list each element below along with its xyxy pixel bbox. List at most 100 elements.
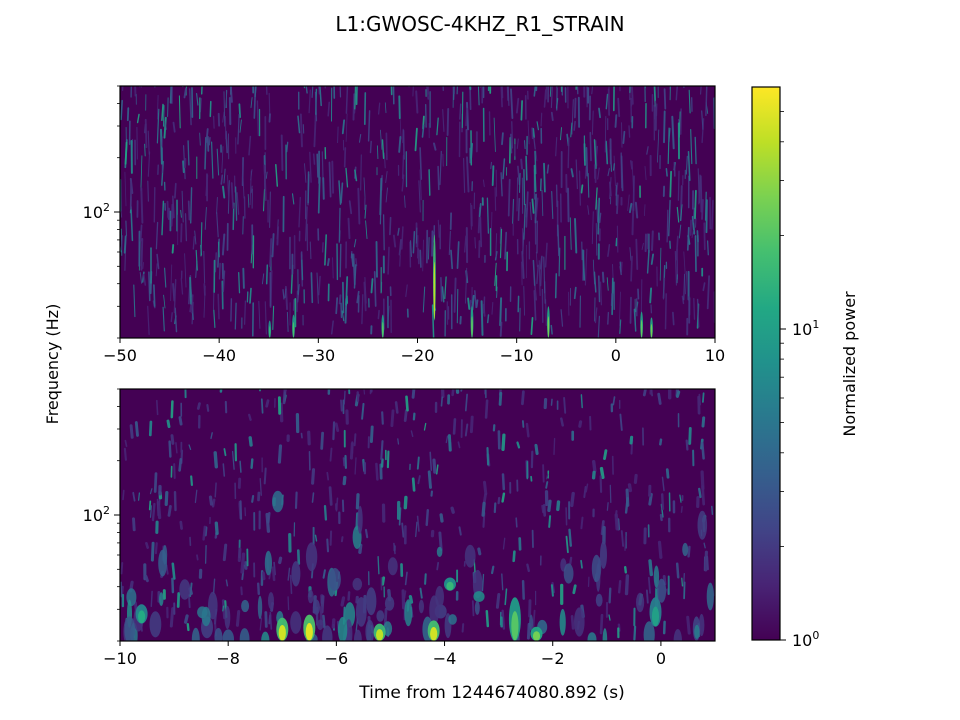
bot-noise-streak (154, 542, 158, 555)
bot-noise-streak (213, 451, 218, 469)
top-noise-streak (398, 238, 402, 256)
top-noise-streak (629, 247, 632, 261)
bot-noise-blob (448, 614, 457, 625)
bot-noise-streak (279, 402, 284, 423)
top-noise-streak (211, 141, 214, 179)
bot-noise-streak (401, 522, 405, 538)
top-x-tick-label: 0 (611, 346, 621, 365)
top-noise-streak (677, 170, 680, 201)
top-x-tick-label: −50 (103, 346, 137, 365)
top-noise-streak (326, 258, 330, 267)
top-noise-streak (358, 134, 362, 143)
bot-noise-streak (348, 389, 351, 395)
top-noise-streak (494, 187, 497, 211)
bot-noise-streak (322, 614, 326, 629)
top-noise-streak (377, 309, 380, 320)
bot-noise-streak (235, 609, 241, 627)
bot-noise-streak (381, 576, 386, 586)
bot-noise-streak (134, 421, 139, 437)
top-noise-streak (702, 282, 706, 292)
top-noise-streak (309, 241, 312, 260)
top-noise-streak (668, 127, 671, 143)
top-noise-streak (630, 86, 634, 105)
top-features (268, 234, 653, 338)
top-noise-streak (130, 86, 132, 98)
bot-noise-streak (168, 440, 172, 458)
bot-noise-streak (455, 389, 460, 394)
bot-noise-streak (156, 498, 159, 516)
colorbar-tick-label: 101 (792, 318, 819, 339)
top-noise-streak (317, 275, 321, 296)
top-noise-streak (538, 260, 541, 297)
top-noise-streak (142, 262, 144, 270)
bot-noise-streak (570, 615, 575, 630)
bot-noise-streak (565, 507, 568, 526)
top-noise-streak (220, 174, 224, 185)
bot-noise-streak (592, 460, 597, 473)
top-noise-streak (324, 86, 326, 89)
top-x-tick-label: −20 (401, 346, 435, 365)
bot-noise-streak (129, 424, 134, 439)
top-noise-streak (419, 249, 422, 268)
top-noise-streak (312, 153, 316, 165)
top-noise-streak (163, 294, 166, 309)
bot-noise-streak (647, 576, 651, 594)
top-noise-streak (212, 115, 215, 129)
top-noise-streak (589, 131, 592, 162)
top-noise-streak (139, 271, 143, 284)
top-noise-streak (617, 97, 621, 118)
bot-noise-streak (144, 574, 149, 583)
bot-feature-peak (511, 611, 519, 641)
top-noise-streak (387, 246, 390, 275)
bot-noise-streak (411, 477, 416, 492)
top-noise-streak (427, 86, 430, 95)
top-noise-streak (361, 294, 364, 325)
bot-noise-streak (547, 499, 552, 513)
top-x-tick-label: −30 (301, 346, 335, 365)
top-noise-streak (523, 169, 526, 206)
top-noise-streak (316, 153, 319, 178)
top-feature-peak (640, 320, 643, 338)
bot-noise-blob (587, 632, 597, 641)
top-noise-streak (539, 256, 543, 287)
bot-noise-blob (384, 596, 395, 611)
bot-noise-streak (196, 554, 199, 561)
top-noise-streak (184, 213, 188, 242)
top-noise-streak (557, 224, 560, 257)
top-noise-streak (221, 280, 224, 310)
top-noise-streak (199, 132, 201, 146)
top-noise-streak (465, 107, 468, 127)
top-noise-streak (499, 297, 503, 327)
top-noise-streak (166, 200, 169, 218)
top-noise-streak (580, 184, 584, 194)
bot-noise-streak (606, 502, 609, 511)
top-noise-streak (669, 86, 672, 90)
top-noise-streak (697, 168, 700, 204)
bot-noise-streak (516, 441, 521, 449)
bot-noise-streak (464, 393, 468, 412)
bot-noise-streak (542, 464, 545, 483)
bot-noise-streak (287, 567, 291, 581)
top-noise-streak (535, 197, 539, 218)
bot-noise-streak (405, 395, 409, 412)
top-noise-streak (136, 113, 140, 124)
top-noise-streak (348, 200, 353, 215)
top-noise-streak (174, 307, 178, 333)
top-noise-streak (629, 86, 631, 101)
top-noise-streak (471, 294, 475, 311)
top-noise-streak (517, 197, 521, 221)
bot-noise-blob (636, 592, 645, 613)
bot-noise-streak (568, 528, 572, 547)
top-noise-streak (365, 220, 368, 240)
top-noise-streak (217, 241, 220, 258)
bot-noise-streak (649, 389, 653, 395)
top-noise-streak (382, 214, 385, 251)
top-noise-streak (171, 244, 175, 254)
top-noise-streak (164, 267, 167, 288)
top-noise-streak (180, 277, 184, 295)
top-noise-streak (461, 91, 464, 129)
top-noise-streak (180, 209, 182, 218)
top-noise-streak (345, 167, 349, 188)
top-noise-streak (674, 250, 677, 286)
top-noise-streak (675, 235, 679, 261)
